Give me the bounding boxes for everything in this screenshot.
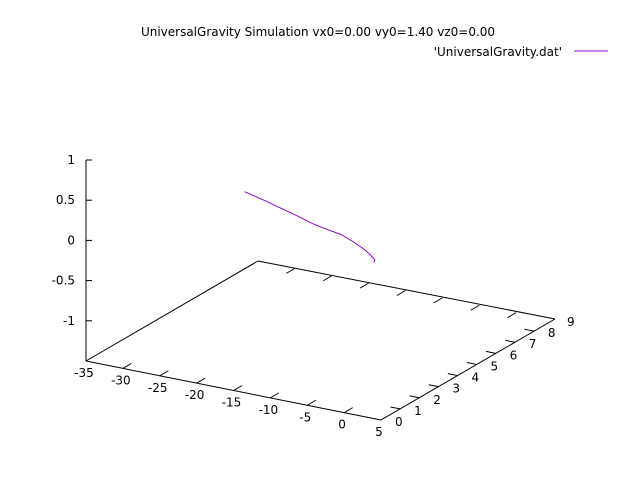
y-tick-mark [390,406,401,410]
x-tick-mark-back [286,267,296,274]
x-tick-label: -5 [299,410,311,424]
x-tick-mark-back [507,312,517,319]
y-tick-mark [447,373,458,377]
z-tick-label: 0.5 [56,193,75,207]
x-tick-mark [196,377,206,384]
y-tick-mark [485,350,496,354]
x-tick-mark-back [433,297,443,304]
x-tick-label: -35 [74,366,94,380]
series-layer [244,191,376,263]
y-tick-label: 9 [567,315,575,329]
y-tick-label: 7 [529,337,537,351]
y-tick-mark [524,328,534,332]
y-axis-line [380,318,556,421]
z-tick-label: -0.5 [52,274,75,288]
x-tick-label: -25 [148,381,168,395]
x-tick-mark-back [359,282,369,289]
y-tick-label: 1 [414,404,422,418]
y-tick-mark [428,384,439,388]
x-tick-mark-back [396,290,406,296]
x-tick-mark [122,362,132,369]
x-tick-label: 5 [375,425,383,439]
x-tick-label: -15 [222,396,242,410]
back-edge-line [257,260,556,320]
y-tick-mark [505,339,515,343]
x-tick-mark [306,399,317,406]
series-line [244,191,376,263]
x-tick-mark [159,370,169,377]
z-tick-label: -1 [63,314,75,328]
x-tick-mark [270,392,280,399]
y-tick-label: 2 [433,393,441,407]
y-tick-label: 0 [395,415,403,429]
chart-title: UniversalGravity Simulation vx0=0.00 vy0… [141,25,495,39]
y-tick-label: 5 [491,359,499,373]
x-tick-mark-back [470,304,480,311]
y-tick-label: 3 [452,382,460,396]
z-axis-ticks: 1 0.5 0 -0.5 -1 [52,153,92,328]
legend-label: 'UniversalGravity.dat' [434,45,562,59]
x-tick-mark [233,385,243,391]
y-tick-label: 4 [471,371,479,385]
y-tick-label: 6 [510,348,518,362]
x-tick-label: -30 [111,373,131,387]
x-tick-label: -20 [185,388,205,402]
x-tick-label: 0 [338,418,346,432]
x-tick-label: -10 [259,403,279,417]
legend: 'UniversalGravity.dat' [434,45,608,59]
y-tick-mark [466,362,477,365]
z-tick-label: 0 [67,233,75,247]
x-tick-mark [343,407,353,414]
x-tick-mark-back [322,275,333,282]
y-tick-label: 8 [548,326,556,340]
base-plane [85,160,556,421]
z-tick-label: 1 [67,153,75,167]
y-tick-mark [409,395,420,399]
x-axis-ticks: -35-30-25-20-15-10-505 [74,267,517,439]
left-edge-line [85,260,259,362]
